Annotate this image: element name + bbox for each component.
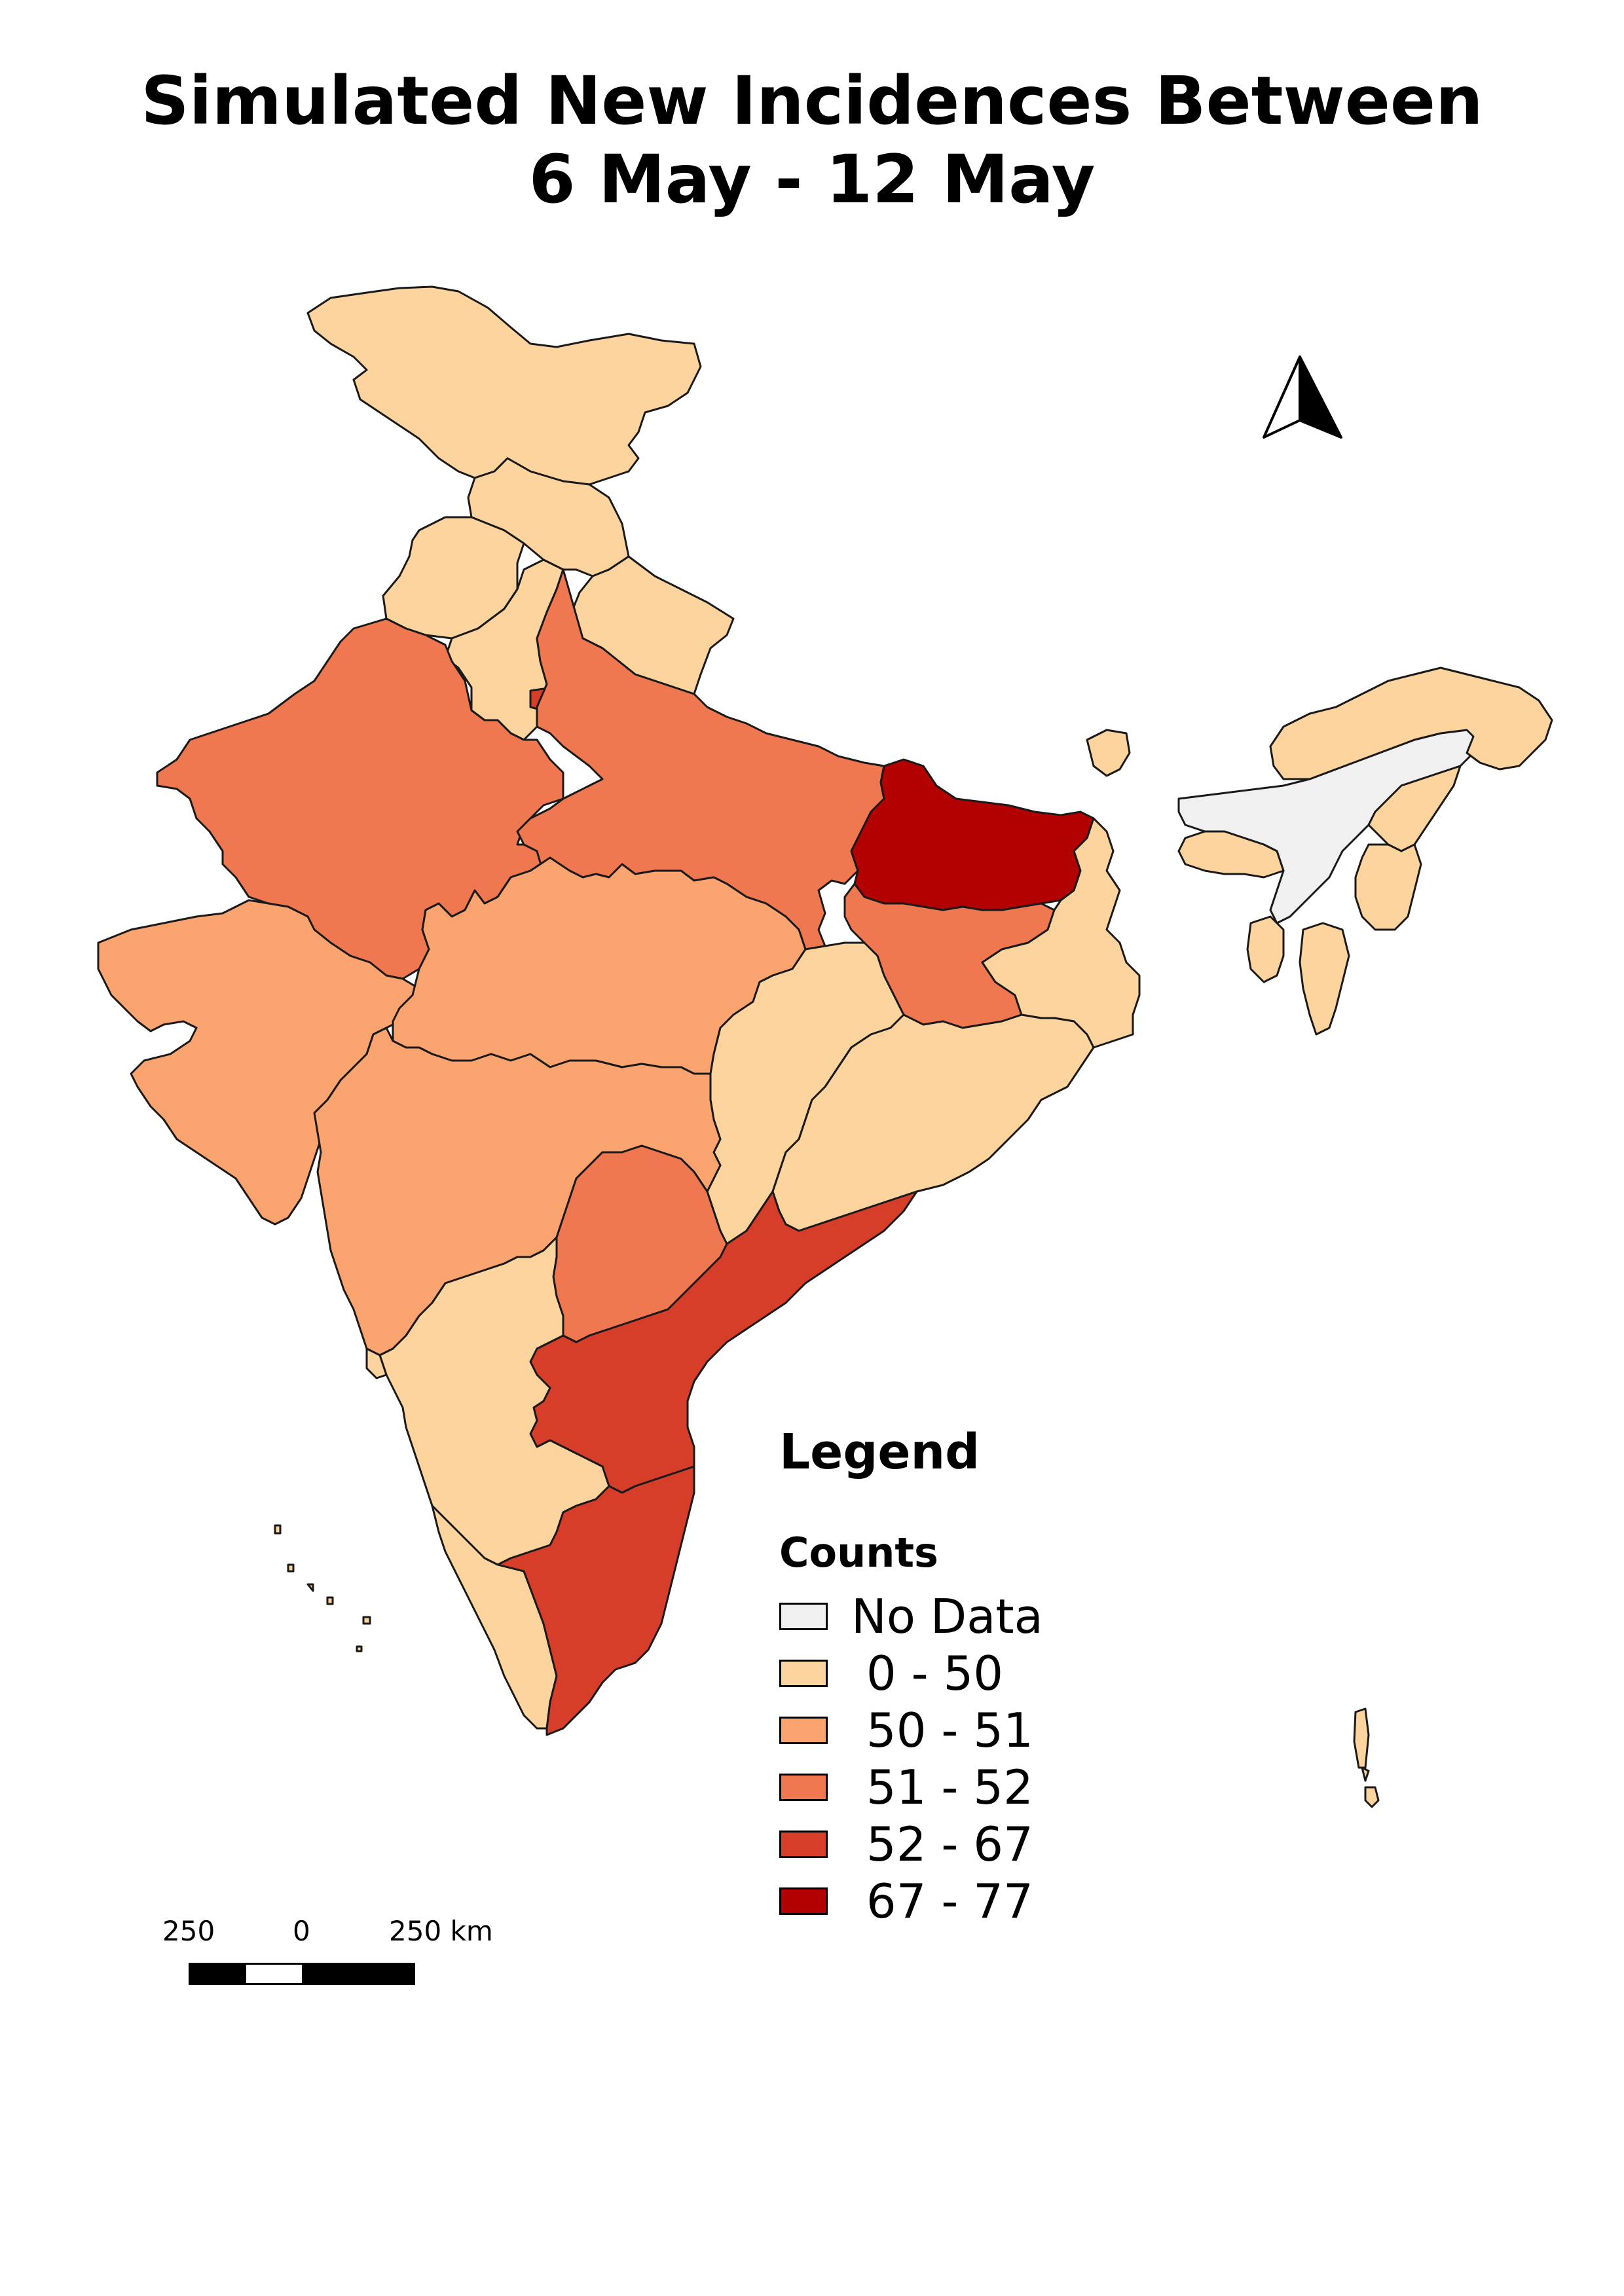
region-goa [365, 1347, 388, 1379]
legend-swatch [779, 1887, 828, 1915]
region-nagaland [1367, 765, 1462, 852]
scale-label-left: 250 [162, 1915, 215, 1947]
region-lakshadweep [274, 1524, 371, 1652]
legend-item: 67 - 77 [779, 1872, 1043, 1929]
region-manipur [1354, 843, 1422, 931]
legend-swatch [779, 1659, 828, 1687]
legend-item: No Data [779, 1588, 1043, 1645]
legend-label: 0 - 50 [851, 1645, 1004, 1701]
region-andaman-nicobar [1353, 1707, 1380, 1808]
region-arunachal-pradesh [1269, 666, 1553, 780]
region-tamil-nadu [496, 1465, 695, 1736]
region-bihar [850, 758, 1095, 911]
legend-item: 0 - 50 [779, 1645, 1043, 1702]
legend-swatch [779, 1716, 828, 1744]
region-tripura [1246, 915, 1285, 983]
legend-heading: Legend [779, 1424, 980, 1480]
region-jammu-kashmir [306, 285, 702, 486]
legend-item: 52 - 67 [779, 1815, 1043, 1872]
map-title: Simulated New Incidences Between 6 May -… [0, 62, 1624, 219]
scale-label-middle: 0 [293, 1915, 310, 1947]
legend-label: 51 - 52 [851, 1759, 1033, 1815]
region-meghalaya [1177, 830, 1285, 879]
legend-label: 67 - 77 [851, 1873, 1033, 1929]
legend-label: 50 - 51 [851, 1702, 1033, 1758]
scale-label-right: 250 km [389, 1915, 493, 1947]
region-gujarat [97, 899, 420, 1226]
legend-swatch [779, 1773, 828, 1801]
scale-bar-segment [302, 1965, 358, 1983]
title-line-2: 6 May - 12 May [528, 141, 1096, 219]
legend-swatch [779, 1830, 828, 1858]
scale-bar-labels: 250 0 250 km [0, 1915, 1624, 1954]
scale-bar-segment [246, 1965, 302, 1983]
scale-bar [189, 1963, 415, 1985]
north-arrow-icon [1263, 355, 1342, 439]
legend-subheading: Counts [779, 1529, 938, 1576]
scale-bar-segment [191, 1965, 246, 1983]
scale-bar-segment [358, 1965, 413, 1983]
legend: No Data 0 - 50 50 - 51 51 - 52 52 - 67 6… [779, 1588, 1043, 1929]
region-mizoram [1299, 922, 1350, 1036]
region-sikkim [1086, 729, 1131, 777]
legend-label: No Data [851, 1588, 1043, 1644]
legend-swatch [779, 1602, 828, 1630]
legend-label: 52 - 67 [851, 1816, 1033, 1872]
title-line-1: Simulated New Incidences Between [141, 62, 1483, 140]
legend-item: 51 - 52 [779, 1758, 1043, 1815]
legend-item: 50 - 51 [779, 1702, 1043, 1758]
